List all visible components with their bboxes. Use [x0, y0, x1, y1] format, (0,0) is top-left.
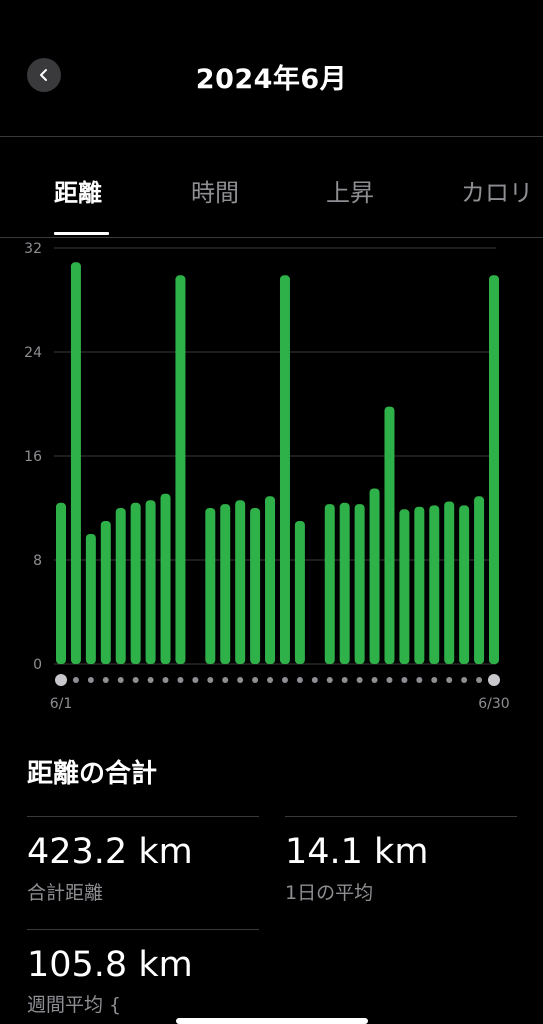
bar-6/22[interactable] — [369, 488, 380, 665]
bar-6/6[interactable] — [130, 502, 141, 664]
day-dot — [386, 677, 393, 683]
day-dot — [326, 677, 333, 683]
tab-calories[interactable]: カロリ — [461, 179, 533, 207]
bar-6/3[interactable] — [85, 534, 96, 664]
day-dot — [147, 677, 154, 683]
bar-6/25[interactable] — [414, 506, 425, 664]
tab-elevation[interactable]: 上昇 — [326, 179, 374, 207]
y-tick-label: 8 — [33, 553, 42, 569]
bar-6/21[interactable] — [354, 504, 365, 664]
day-dot — [87, 677, 94, 683]
weekly-average-value: 105.8 km — [27, 945, 193, 985]
bar-6/19[interactable] — [324, 504, 335, 664]
bar-6/9[interactable] — [175, 275, 186, 664]
x-tick-label: 6/30 — [478, 696, 509, 712]
day-dot — [177, 677, 184, 683]
day-dot — [476, 677, 483, 683]
day-dot — [311, 677, 318, 683]
header: 2024年6月 — [0, 0, 543, 137]
day-dot — [296, 677, 303, 683]
bar-6/8[interactable] — [160, 493, 171, 664]
day-dot — [192, 677, 199, 683]
day-dot — [267, 677, 274, 683]
bar-6/2[interactable] — [70, 262, 81, 664]
bar-6/5[interactable] — [115, 508, 126, 664]
x-tick-label: 6/1 — [50, 696, 73, 712]
day-dot — [371, 677, 378, 683]
bar-6/14[interactable] — [250, 508, 261, 664]
bar-6/7[interactable] — [145, 500, 156, 664]
divider — [285, 816, 517, 817]
day-dot — [281, 677, 288, 683]
bar-6/24[interactable] — [399, 509, 410, 664]
day-dot — [222, 677, 229, 683]
metric-tabs: 距離 時間 上昇 カロリ — [0, 137, 543, 238]
weekly-average-label: 週間平均 { — [27, 994, 122, 1016]
day-dot — [252, 677, 259, 683]
daily-average-label: 1日の平均 — [285, 882, 374, 904]
bar-6/4[interactable] — [100, 521, 111, 664]
day-dot — [341, 677, 348, 683]
bar-6/29[interactable] — [474, 496, 485, 664]
divider — [27, 929, 259, 930]
day-dot — [461, 677, 468, 683]
total-distance-value: 423.2 km — [27, 832, 193, 872]
day-dot — [162, 677, 169, 683]
y-tick-label: 32 — [24, 241, 42, 257]
bar-6/16[interactable] — [279, 275, 290, 664]
distance-bar-chart: 0 8 16 24 32 6/1 6/30 — [24, 241, 510, 712]
tab-time[interactable]: 時間 — [191, 179, 239, 207]
day-dot — [102, 677, 109, 683]
day-dot — [446, 677, 453, 683]
total-distance-label: 合計距離 — [27, 882, 104, 904]
day-dot — [117, 677, 124, 683]
summary-title: 距離の合計 — [27, 759, 158, 789]
page-title: 2024年6月 — [195, 64, 348, 95]
y-tick-label: 16 — [24, 449, 42, 465]
day-dot — [401, 677, 408, 683]
bar-6/27[interactable] — [444, 501, 455, 665]
home-indicator — [176, 1018, 368, 1024]
y-tick-label: 24 — [24, 345, 42, 361]
bar-6/13[interactable] — [235, 500, 246, 664]
day-dot — [237, 677, 244, 683]
day-dot — [55, 674, 67, 686]
bar-6/17[interactable] — [294, 521, 305, 664]
back-button[interactable] — [27, 58, 61, 92]
bar-6/28[interactable] — [459, 505, 470, 664]
bar-6/15[interactable] — [265, 496, 276, 664]
day-dot — [72, 677, 79, 683]
bar-6/1[interactable] — [56, 502, 66, 664]
day-dot — [431, 677, 438, 683]
bar-6/20[interactable] — [339, 502, 350, 664]
day-dot — [356, 677, 363, 683]
bar-6/23[interactable] — [384, 406, 395, 664]
tab-distance[interactable]: 距離 — [54, 179, 102, 207]
y-tick-label: 0 — [33, 657, 42, 673]
day-dot — [488, 674, 500, 686]
daily-average-value: 14.1 km — [285, 832, 429, 872]
bar-6/26[interactable] — [429, 505, 440, 664]
bar-6/11[interactable] — [205, 508, 216, 664]
active-tab-indicator — [54, 232, 109, 235]
day-dot — [132, 677, 139, 683]
chevron-left-icon — [40, 69, 47, 81]
bar-6/30[interactable] — [489, 275, 499, 664]
bar-6/12[interactable] — [220, 504, 231, 664]
divider — [27, 816, 259, 817]
day-dot — [207, 677, 214, 683]
day-dot — [416, 677, 423, 683]
